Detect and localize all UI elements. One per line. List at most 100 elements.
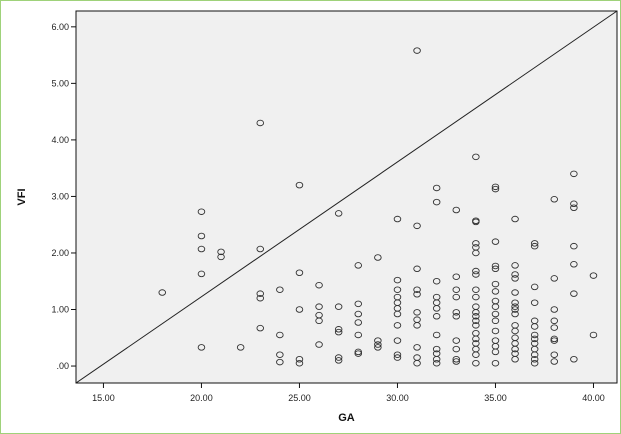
data-point xyxy=(570,242,578,250)
x-tick-label: 25.00 xyxy=(288,393,311,403)
y-tick-label: 4.00 xyxy=(51,135,69,145)
data-point xyxy=(472,335,480,343)
data-point xyxy=(432,313,441,320)
data-point xyxy=(550,317,559,325)
x-tick-label: 15.00 xyxy=(92,393,115,403)
data-point xyxy=(550,306,559,313)
data-point xyxy=(432,198,441,206)
data-point xyxy=(295,181,304,189)
data-point xyxy=(413,286,421,293)
data-point xyxy=(276,286,284,293)
data-point xyxy=(472,271,480,278)
y-tick-label: 2.00 xyxy=(51,248,69,258)
data-point xyxy=(315,303,323,310)
data-point xyxy=(393,215,402,223)
data-point xyxy=(530,242,539,250)
data-point xyxy=(511,345,519,353)
data-point xyxy=(256,245,265,253)
data-point xyxy=(472,322,480,329)
data-point xyxy=(413,309,421,316)
data-point xyxy=(197,232,206,240)
y-axis-ticks: .00 1.00 2.00 3.00 4.00 5.00 6.00 xyxy=(51,22,76,371)
data-point xyxy=(570,356,578,363)
data-point xyxy=(570,204,578,211)
data-point xyxy=(491,327,500,335)
data-point xyxy=(530,351,539,358)
data-point xyxy=(452,358,461,365)
data-point xyxy=(276,331,284,339)
data-point xyxy=(511,327,519,335)
data-point xyxy=(472,153,480,161)
data-point xyxy=(511,299,519,306)
y-tick-label: 5.00 xyxy=(51,78,69,88)
x-tick-label: 30.00 xyxy=(386,393,409,403)
y-tick-label: 3.00 xyxy=(51,191,69,201)
data-point xyxy=(295,359,304,367)
data-point xyxy=(217,253,225,261)
data-point xyxy=(354,300,363,308)
data-point xyxy=(511,356,519,363)
data-point xyxy=(550,351,559,358)
data-point xyxy=(236,344,245,351)
data-point xyxy=(491,185,500,193)
data-point xyxy=(491,238,500,245)
data-point xyxy=(511,289,519,296)
data-point xyxy=(452,356,461,363)
data-point xyxy=(158,289,166,296)
data-point xyxy=(197,270,206,278)
data-point xyxy=(374,337,382,344)
data-point xyxy=(570,170,578,178)
data-point xyxy=(413,47,421,54)
data-point xyxy=(393,286,402,293)
data-point xyxy=(295,269,304,277)
data-point xyxy=(511,310,519,318)
data-point xyxy=(354,310,363,318)
data-point xyxy=(589,331,598,339)
data-point xyxy=(472,309,480,316)
y-tick-label: 1.00 xyxy=(51,305,69,315)
data-point xyxy=(413,265,421,273)
data-point xyxy=(530,331,539,339)
data-point xyxy=(491,288,500,295)
data-point xyxy=(452,273,461,280)
data-point xyxy=(354,262,363,269)
data-point xyxy=(570,200,578,208)
data-point xyxy=(393,351,402,358)
data-point xyxy=(452,309,461,316)
data-point xyxy=(432,359,441,367)
data-point xyxy=(472,359,480,367)
data-point xyxy=(452,345,461,353)
data-point xyxy=(472,218,480,226)
data-point xyxy=(295,356,304,363)
data-point xyxy=(511,215,519,223)
data-point xyxy=(472,286,480,293)
data-point xyxy=(334,328,343,336)
data-point xyxy=(491,310,500,318)
y-tick-label: 6.00 xyxy=(51,22,69,32)
data-point xyxy=(256,324,265,332)
data-point xyxy=(354,331,363,339)
data-point xyxy=(295,306,304,313)
data-point xyxy=(472,293,480,301)
data-point xyxy=(589,272,598,279)
data-point xyxy=(334,210,343,217)
data-point xyxy=(374,344,382,351)
x-tick-label: 40.00 xyxy=(582,393,605,403)
data-point xyxy=(491,265,500,273)
data-point xyxy=(511,271,519,278)
data-point xyxy=(472,351,480,358)
data-point xyxy=(491,317,500,325)
data-point xyxy=(393,337,402,344)
data-point xyxy=(256,119,265,127)
data-point xyxy=(491,303,500,310)
data-point xyxy=(315,281,323,289)
data-point xyxy=(393,354,402,361)
data-point xyxy=(550,358,559,365)
data-point xyxy=(432,305,441,312)
data-point xyxy=(354,319,363,326)
data-point xyxy=(413,222,421,230)
data-point xyxy=(432,345,441,353)
data-point xyxy=(374,341,382,348)
data-point xyxy=(570,261,578,268)
